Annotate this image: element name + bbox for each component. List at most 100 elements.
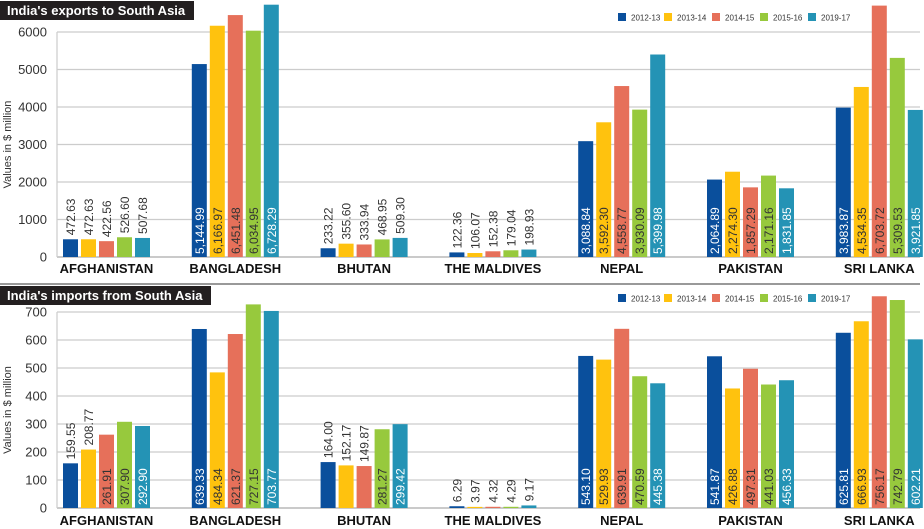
data-label: 3.97 (468, 479, 482, 503)
bar (135, 237, 150, 257)
legend-swatch (618, 294, 626, 302)
legend-label: 2014-15 (725, 14, 755, 23)
title-box (0, 1, 194, 20)
chart-title: India's exports to South Asia (7, 3, 186, 18)
bar (907, 339, 923, 508)
exports-chart: 0 1000 2000 3000 4000 5000 6000 Values in $ mil… (0, 1, 923, 276)
bar (725, 388, 740, 508)
data-label: 208.77 (82, 409, 96, 446)
data-label: 727.15 (247, 468, 261, 505)
category-label: PAKISTAN (718, 513, 783, 528)
data-label: 602.21 (909, 468, 923, 505)
data-label: 456.33 (780, 468, 794, 505)
legend-label: 2013-14 (677, 295, 707, 304)
legend-label: 2019-17 (821, 295, 851, 304)
bar (521, 505, 537, 508)
y-tick-label: 500 (25, 361, 47, 376)
category-label: BANGLADESH (189, 261, 281, 276)
bar (263, 310, 279, 508)
bar (245, 30, 261, 257)
data-label: 742.79 (891, 468, 905, 505)
data-label: 472.63 (82, 198, 96, 235)
bar (871, 5, 887, 257)
bar (374, 429, 390, 508)
data-label: 233.22 (322, 207, 336, 244)
bar (485, 506, 501, 508)
bar (392, 424, 408, 508)
bar (853, 321, 869, 508)
bar (245, 304, 261, 508)
bar (889, 300, 905, 508)
data-label: 6,451.48 (229, 207, 243, 254)
bar (743, 368, 758, 508)
bar (707, 179, 722, 257)
data-label: 106.07 (468, 212, 482, 249)
data-label: 152.38 (486, 210, 500, 247)
bar (320, 462, 336, 508)
legend-label: 2012-13 (631, 14, 661, 23)
bar (449, 252, 465, 257)
bar (835, 107, 851, 257)
bar (263, 4, 279, 258)
bar (135, 425, 150, 508)
bar (835, 332, 851, 508)
bar (578, 355, 594, 508)
y-tick-label: 400 (25, 389, 47, 404)
legend-swatch (618, 13, 626, 21)
bar (191, 64, 207, 258)
category-label: AFGHANISTAN (60, 261, 154, 276)
bar (707, 356, 722, 508)
legend-swatch (664, 13, 672, 21)
title-box (0, 286, 211, 305)
category-label: NEPAL (600, 513, 643, 528)
bar (338, 243, 354, 257)
bar (356, 244, 372, 257)
bar (596, 359, 612, 508)
y-tick-label: 700 (25, 305, 47, 320)
bar (392, 237, 408, 257)
bar (650, 54, 666, 258)
y-tick-label: 0 (40, 501, 47, 516)
data-label: 2,064.89 (708, 207, 722, 254)
y-tick-label: 3000 (18, 137, 47, 152)
bar (743, 187, 758, 257)
data-label: 529.93 (597, 468, 611, 505)
legend-label: 2014-15 (725, 295, 755, 304)
bar (632, 109, 648, 257)
legend-swatch (808, 13, 816, 21)
legend-swatch (712, 13, 720, 21)
legend-swatch (712, 294, 720, 302)
data-label: 5,309.53 (891, 207, 905, 254)
data-label: 541.87 (708, 468, 722, 505)
bar (81, 239, 96, 257)
data-label: 149.87 (358, 425, 372, 462)
bar (227, 15, 243, 257)
bar (63, 239, 78, 257)
bar (521, 249, 537, 257)
y-tick-label: 300 (25, 417, 47, 432)
bar (596, 122, 612, 257)
bar (81, 449, 96, 508)
bar (761, 384, 776, 508)
data-label: 484.34 (211, 468, 225, 505)
data-label: 6,728.29 (265, 207, 279, 254)
bar (725, 171, 740, 257)
bar (99, 434, 114, 508)
data-label: 198.93 (522, 209, 536, 246)
data-label: 472.63 (64, 198, 78, 235)
category-label: BHUTAN (337, 513, 391, 528)
bar (467, 253, 483, 257)
legend-label: 2013-14 (677, 14, 707, 23)
data-label: 543.10 (579, 468, 593, 505)
bar (503, 250, 519, 257)
bar (449, 506, 465, 508)
bar (614, 86, 630, 257)
data-label: 441.03 (762, 468, 776, 505)
legend-label: 2015-16 (773, 14, 803, 23)
bar (614, 328, 630, 508)
bar (338, 465, 354, 508)
legend-swatch (760, 294, 768, 302)
data-label: 152.17 (340, 424, 354, 461)
data-label: 6,166.97 (211, 207, 225, 254)
